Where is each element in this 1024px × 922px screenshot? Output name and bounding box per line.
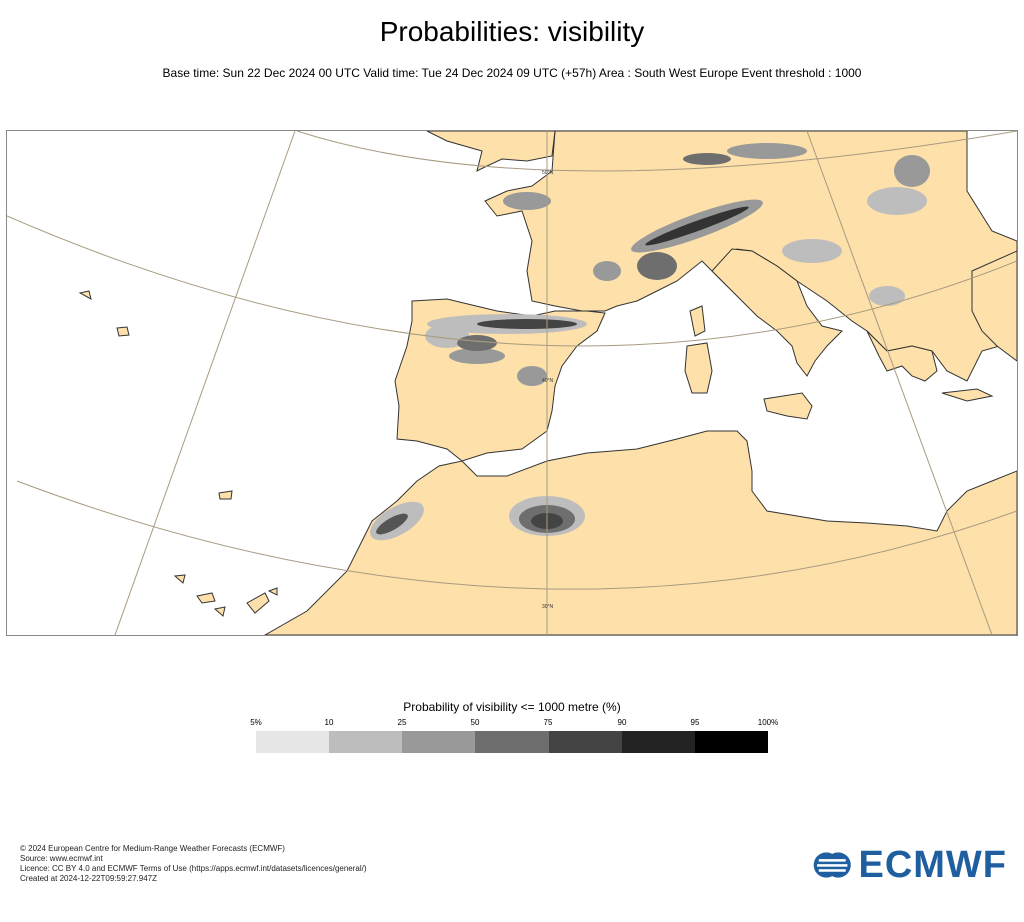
legend-swatch-3 [475, 731, 549, 753]
ecmwf-logo-icon [813, 852, 851, 878]
madeira [218, 490, 233, 500]
canary-2 [196, 592, 216, 604]
turkey [971, 250, 1017, 362]
legend-title: Probability of visibility <= 1000 metre … [403, 700, 621, 714]
legend-swatch-0 [256, 731, 330, 753]
legend-swatch-1 [329, 731, 403, 753]
legend-tick: 5% [250, 718, 262, 727]
legend-tick: 25 [397, 718, 407, 727]
lat-label-50: 50°N [542, 170, 554, 176]
sardinia [684, 342, 713, 394]
sicily [763, 392, 813, 420]
greece [866, 330, 938, 382]
canary-4 [246, 592, 270, 614]
italy [711, 248, 843, 377]
canary-1 [173, 574, 186, 584]
legend-swatch-5 [621, 731, 695, 753]
legend-swatch-4 [548, 731, 622, 753]
ecmwf-logo: ECMWF [812, 846, 1007, 884]
lat-label-30: 30°N [542, 604, 554, 610]
britain [426, 131, 556, 172]
canary-5 [267, 587, 278, 596]
azores-1 [78, 290, 92, 300]
legend-ticks: 5% 10 25 50 75 90 95 100% [250, 718, 778, 730]
footer-copyright: © 2024 European Centre for Medium-Range … [20, 844, 285, 853]
canary-3 [213, 606, 226, 617]
lat-label-40: 40°N [542, 378, 554, 384]
legend-swatch-2 [402, 731, 476, 753]
legend-tick: 75 [543, 718, 553, 727]
crete [941, 388, 994, 402]
legend-tick: 95 [690, 718, 700, 727]
legend-tick: 50 [470, 718, 480, 727]
legend-tick: 90 [617, 718, 627, 727]
legend-tick: 100% [757, 718, 779, 727]
latitude-labels: 50°N 40°N 30°N [542, 170, 554, 610]
ecmwf-logo-text: ECMWF [858, 844, 1007, 886]
footer: © 2024 European Centre for Medium-Range … [20, 844, 367, 884]
legend-tick: 10 [324, 718, 334, 727]
footer-created: Created at 2024-12-22T09:59:27.947Z [20, 874, 157, 883]
footer-licence: Licence: CC BY 4.0 and ECMWF Terms of Us… [20, 864, 367, 873]
graticule [7, 131, 1017, 635]
chart-subtitle: Base time: Sun 22 Dec 2024 00 UTC Valid … [162, 66, 862, 80]
legend-swatch-6 [694, 731, 768, 753]
corsica [689, 305, 706, 337]
map-svg: 50°N 40°N 30°N [7, 131, 1017, 635]
legend-colorbar [256, 731, 768, 753]
probability-shading [370, 143, 930, 541]
map-panel[interactable]: 50°N 40°N 30°N [6, 130, 1018, 636]
chart-title: Probabilities: visibility [379, 16, 645, 47]
footer-source: Source: www.ecmwf.int [20, 854, 103, 863]
azores-2 [116, 326, 130, 337]
